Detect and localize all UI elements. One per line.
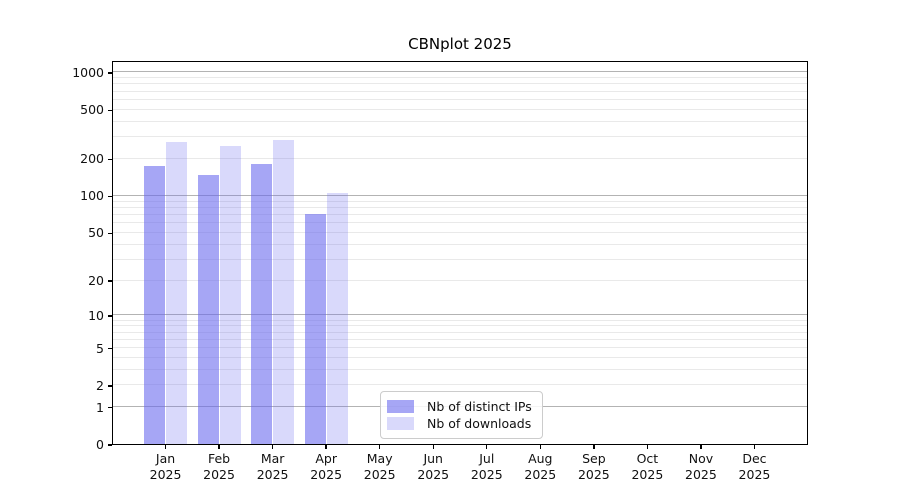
bar-distinct-ips-mar [251, 164, 273, 444]
legend-label-downloads: Nb of downloads [427, 416, 532, 431]
x-tick-label: Jan 2025 [149, 451, 182, 482]
bar-downloads-feb [219, 146, 241, 444]
x-tick [432, 445, 434, 449]
legend: Nb of distinct IPs Nb of downloads [380, 391, 543, 439]
gridline-minor [113, 77, 807, 79]
x-tick [539, 445, 541, 449]
x-tick-label: Sep 2025 [577, 451, 610, 482]
y-tick [108, 109, 112, 111]
y-tick-label: 1000 [72, 64, 104, 80]
y-tick [108, 72, 112, 74]
x-tick [753, 445, 756, 449]
y-tick [108, 406, 112, 409]
gridline-major [113, 71, 807, 73]
gridline-minor [113, 213, 807, 215]
y-tick [108, 195, 112, 198]
y-tick-label: 200 [80, 151, 104, 167]
gridline-minor [113, 347, 807, 349]
x-tick-label: Jul 2025 [470, 451, 503, 482]
bar-downloads-jan [166, 142, 188, 444]
gridline-minor [113, 200, 807, 202]
gridline-minor [113, 222, 807, 224]
bar-distinct-ips-feb [197, 174, 219, 444]
x-tick [486, 445, 488, 449]
legend-swatch-distinct-ips [387, 400, 414, 413]
x-tick-label: Mar 2025 [256, 451, 289, 482]
gridline-minor [113, 83, 807, 85]
x-tick [325, 445, 327, 449]
x-tick-label: Aug 2025 [524, 451, 557, 482]
gridline-minor [113, 258, 807, 260]
x-tick-label: Apr 2025 [310, 451, 343, 482]
gridline-minor [113, 231, 807, 233]
gridline-minor [113, 206, 807, 208]
y-tick-label: 50 [88, 225, 104, 241]
y-tick [108, 347, 112, 350]
bar-distinct-ips-apr [304, 214, 326, 444]
gridline-minor [113, 90, 807, 92]
gridline-major [113, 194, 807, 196]
y-tick-label: 100 [80, 188, 104, 204]
y-tick-label: 2 [96, 377, 104, 393]
chart-title: CBNplot 2025 [408, 35, 512, 53]
gridline-minor [113, 325, 807, 327]
y-tick-label: 1 [96, 399, 104, 415]
gridline-minor [113, 243, 807, 245]
x-tick-label: Oct 2025 [631, 451, 664, 482]
x-tick-label: Nov 2025 [685, 451, 717, 482]
x-tick-label: Jun 2025 [417, 451, 450, 482]
x-tick [271, 445, 274, 449]
x-tick [646, 445, 649, 449]
gridline-minor [113, 356, 807, 358]
y-tick-label: 20 [88, 273, 104, 289]
x-tick-label: Feb 2025 [203, 451, 235, 482]
x-tick [218, 445, 220, 449]
y-tick-label: 0 [96, 437, 104, 452]
gridline-major [113, 314, 807, 316]
gridline-minor [113, 157, 807, 159]
y-tick-label: 5 [96, 340, 104, 356]
gridline-minor [113, 108, 807, 110]
x-tick [593, 445, 595, 449]
gridline-minor [113, 120, 807, 122]
y-tick [108, 315, 112, 317]
gridline-minor [113, 98, 807, 100]
y-tick [108, 158, 112, 161]
legend-swatch-downloads [387, 417, 414, 430]
plot-area [112, 61, 808, 445]
x-tick [700, 445, 702, 449]
gridline-minor [113, 136, 807, 138]
gridline-minor [113, 384, 807, 386]
gridline-minor [113, 368, 807, 370]
y-tick-label: 10 [88, 307, 104, 323]
legend-item-downloads: Nb of downloads [387, 415, 532, 432]
bar-distinct-ips-jan [144, 165, 166, 444]
y-tick [108, 385, 112, 387]
y-tick [108, 444, 112, 446]
x-tick-label: Dec 2025 [738, 451, 771, 482]
gridline-minor [113, 279, 807, 281]
y-tick-label: 500 [80, 102, 104, 118]
x-tick-label: May 2025 [363, 451, 396, 482]
y-tick [108, 280, 112, 282]
legend-label-distinct-ips: Nb of distinct IPs [427, 399, 532, 414]
gridline-minor [113, 331, 807, 333]
y-tick [108, 232, 112, 234]
x-tick [378, 445, 381, 449]
gridline-minor [113, 338, 807, 340]
legend-item-distinct-ips: Nb of distinct IPs [387, 398, 532, 415]
bar-downloads-apr [326, 192, 348, 444]
x-tick [164, 445, 167, 449]
gridline-minor [113, 319, 807, 321]
bar-downloads-mar [273, 140, 295, 444]
